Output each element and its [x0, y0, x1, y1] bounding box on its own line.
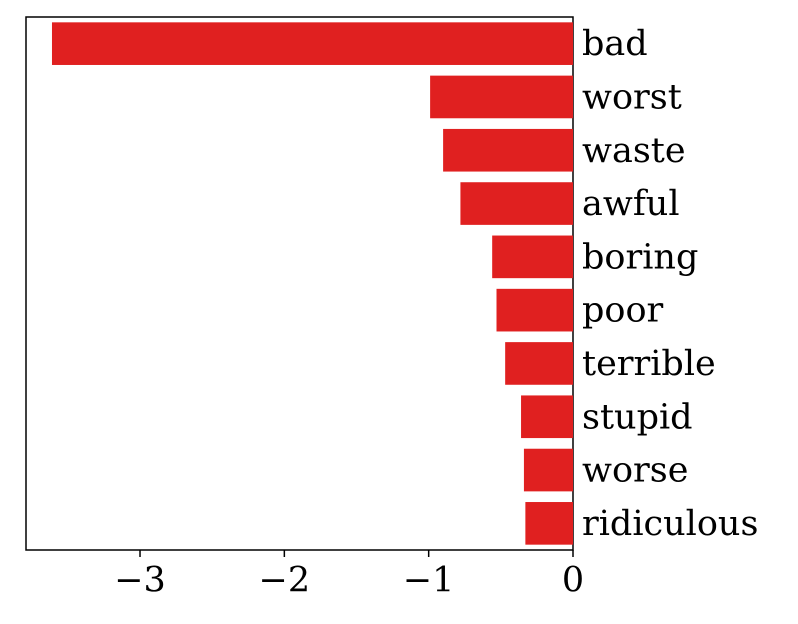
bar — [505, 342, 573, 385]
category-label: awful — [582, 184, 680, 224]
bar — [523, 448, 573, 492]
category-label: poor — [582, 291, 664, 331]
category-label: bad — [582, 24, 648, 64]
category-label: waste — [582, 131, 686, 171]
x-tick-label: −3 — [114, 561, 166, 601]
category-label: worst — [582, 77, 682, 117]
bar — [525, 502, 573, 545]
bar — [521, 395, 573, 439]
x-tick-label: −2 — [259, 561, 311, 601]
x-tick-label: 0 — [562, 561, 584, 601]
category-label: worse — [582, 451, 688, 491]
x-tick-label: −1 — [403, 561, 455, 601]
category-label: boring — [582, 237, 698, 277]
bar — [460, 182, 573, 225]
category-label: ridiculous — [582, 504, 758, 544]
category-label: terrible — [582, 344, 716, 384]
bar — [496, 288, 573, 332]
bar — [51, 22, 574, 65]
bar — [443, 128, 573, 172]
plot-frame — [25, 16, 574, 551]
category-label: stupid — [582, 397, 693, 437]
bar — [492, 235, 573, 279]
bar — [430, 75, 573, 119]
